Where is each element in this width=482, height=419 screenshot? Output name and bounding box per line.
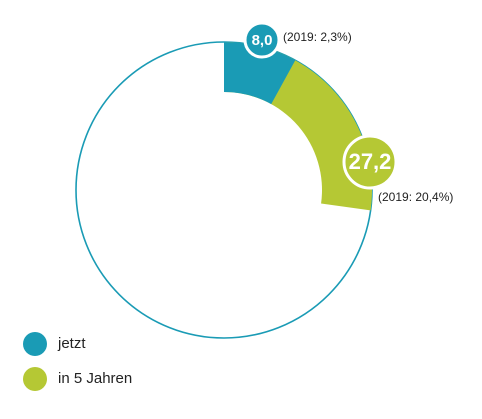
legend-label: jetzt	[57, 335, 86, 352]
value-label: 8,0	[252, 32, 273, 49]
legend-swatch	[23, 332, 47, 356]
value-label: 27,2	[349, 149, 392, 174]
value-badge	[342, 134, 398, 190]
annotation: (2019: 20,4%)	[378, 190, 453, 204]
legend-swatch	[23, 367, 47, 391]
value-badge	[243, 21, 281, 59]
segment	[224, 42, 296, 105]
annotation: (2019: 2,3%)	[283, 30, 352, 44]
legend-label: in 5 Jahren	[58, 370, 132, 387]
